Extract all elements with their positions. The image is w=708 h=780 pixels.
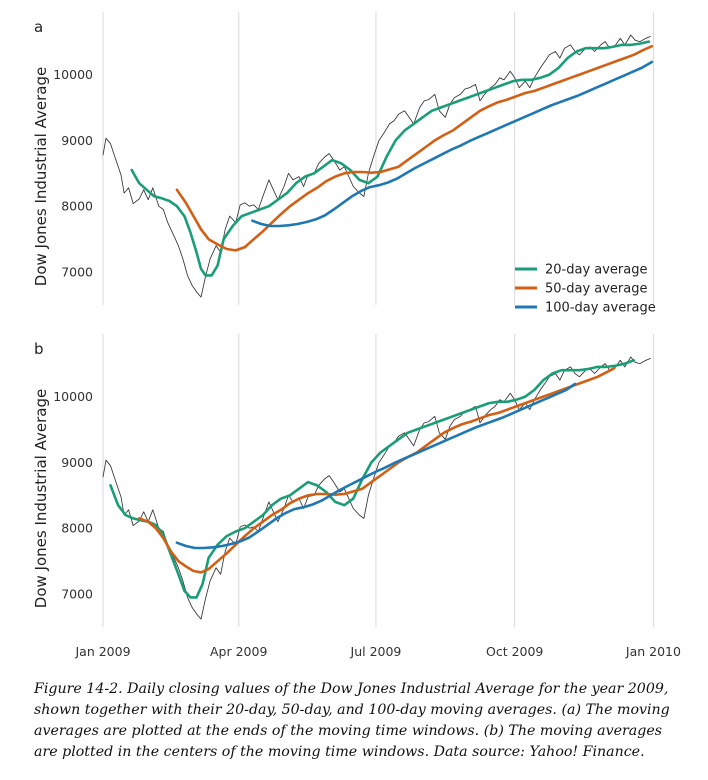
- x-tick-2: Jul 2009: [350, 644, 402, 659]
- y-tick-b-9000: 9000: [61, 455, 93, 470]
- panel-label-a: a: [34, 18, 43, 36]
- series-ma50-line-a: [175, 44, 654, 252]
- series-ma100-line-b: [175, 382, 577, 550]
- y-tick-a-10000: 10000: [53, 67, 93, 82]
- figure-caption: Figure 14-2. Daily closing values of the…: [34, 681, 670, 760]
- x-tick-4: Jan 2010: [625, 644, 681, 659]
- x-tick-1: Apr 2009: [210, 644, 267, 659]
- y-tick-a-8000: 8000: [61, 199, 93, 214]
- y-tick-b-10000: 10000: [53, 389, 93, 404]
- legend-label-ma20: 20-day average: [545, 263, 648, 278]
- y-tick-a-9000: 9000: [61, 133, 93, 148]
- series-ma20-line-a: [130, 40, 651, 277]
- x-tick-3: Oct 2009: [486, 644, 543, 659]
- y-tick-b-7000: 7000: [61, 587, 93, 602]
- series-ma50-line-b: [137, 366, 616, 574]
- series-daily-line-b: [102, 356, 651, 620]
- series-daily-line-a: [102, 34, 651, 298]
- panel-label-b: b: [34, 340, 44, 358]
- legend-label-ma100: 100-day average: [545, 301, 656, 316]
- legend-label-ma50: 50-day average: [545, 282, 648, 297]
- y-axis-label-a: Dow Jones Industrial Average: [32, 67, 50, 286]
- y-axis-label-b: Dow Jones Industrial Average: [32, 389, 50, 608]
- series-ma100-line-a: [251, 60, 654, 228]
- y-tick-b-8000: 8000: [61, 521, 93, 536]
- x-tick-0: Jan 2009: [74, 644, 130, 659]
- y-tick-a-7000: 7000: [61, 265, 93, 280]
